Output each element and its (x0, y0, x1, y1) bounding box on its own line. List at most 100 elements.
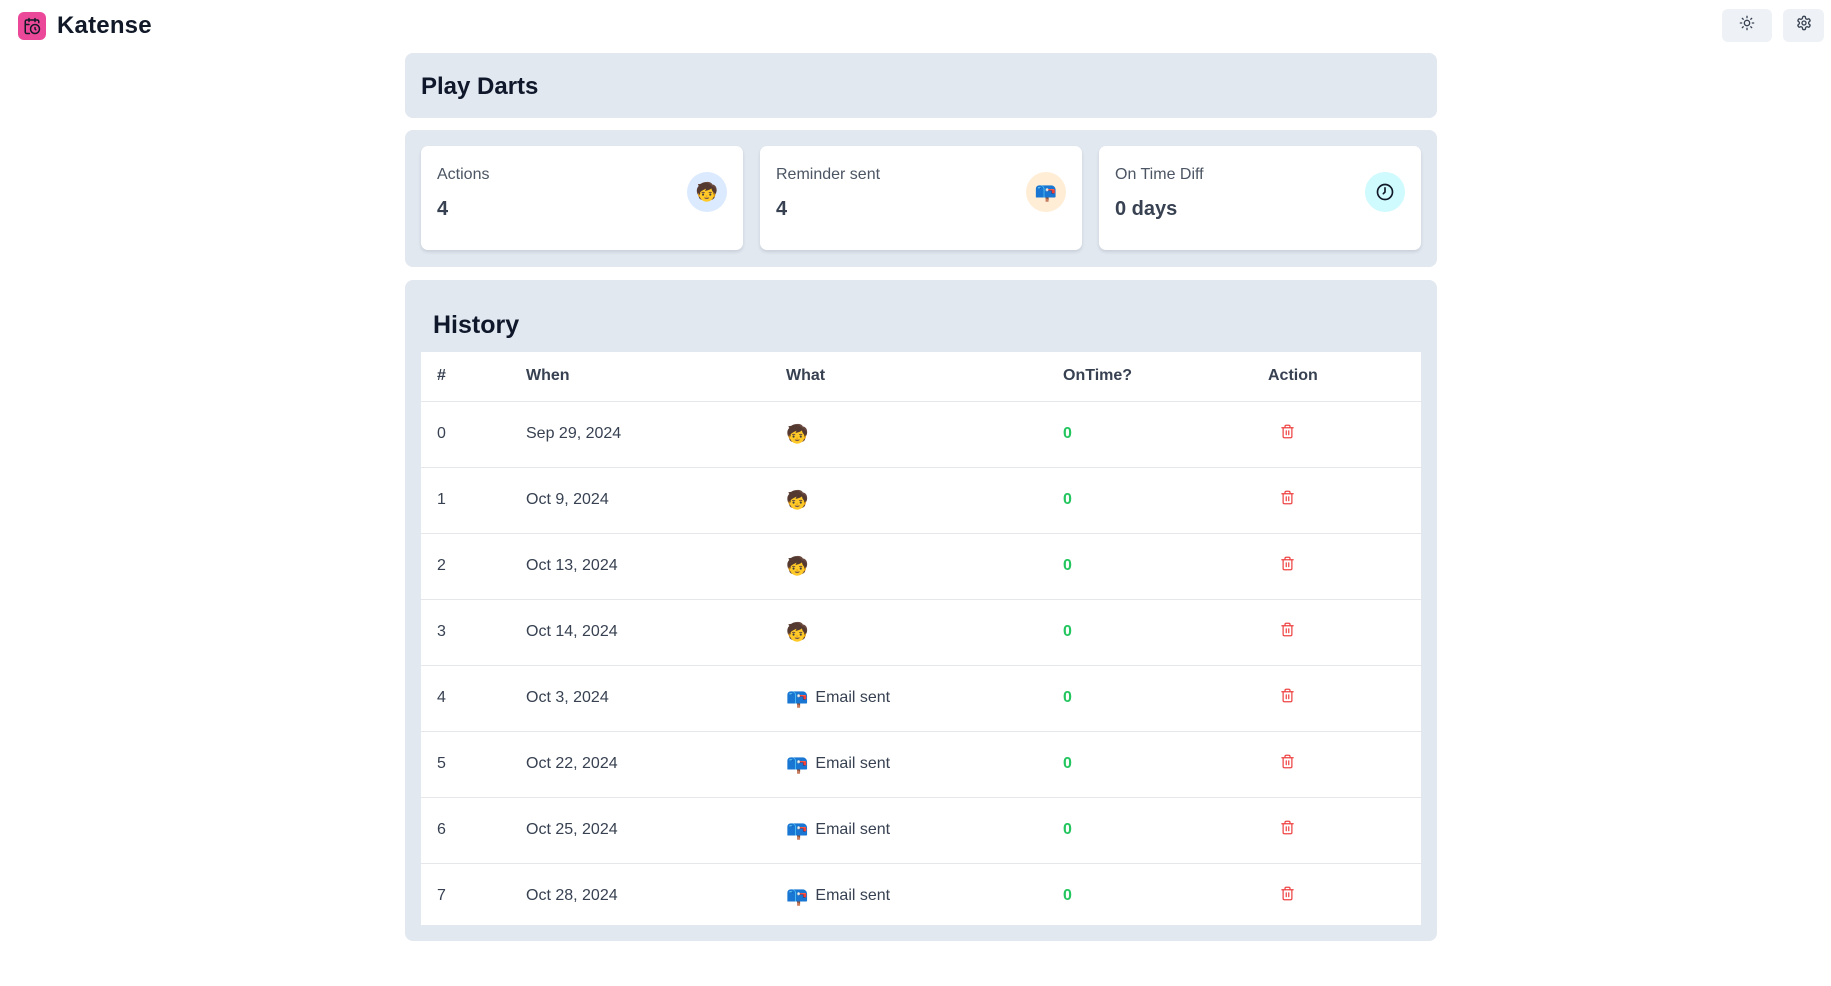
trash-icon[interactable] (1280, 490, 1295, 505)
row-what-text: Email sent (815, 755, 891, 772)
row-action (1252, 665, 1421, 732)
row-when: Oct 22, 2024 (510, 731, 770, 798)
table-row: 7 Oct 28, 2024 📪 Email sent 0 (421, 863, 1421, 929)
row-ontime: 0 (1047, 665, 1252, 732)
page-title: Play Darts (421, 73, 539, 100)
row-action (1252, 797, 1421, 864)
table-row: 2 Oct 13, 2024 🧒 0 (421, 533, 1421, 600)
row-what: 📪 Email sent (770, 731, 1047, 798)
row-what: 🧒 (770, 467, 1047, 534)
row-number: 4 (421, 665, 510, 732)
trash-icon[interactable] (1280, 688, 1295, 703)
row-number: 6 (421, 797, 510, 864)
clock-icon (1365, 172, 1405, 212)
mailbox-icon: 📪 (786, 820, 809, 840)
row-ontime: 0 (1047, 797, 1252, 864)
history-panel: History # When What OnTime? Action 0 Sep … (405, 280, 1437, 941)
column-header-action: Action (1252, 352, 1421, 402)
boy-face-icon: 🧒 (687, 172, 727, 212)
row-ontime: 0 (1047, 467, 1252, 534)
row-when: Oct 13, 2024 (510, 533, 770, 600)
row-action (1252, 467, 1421, 534)
calendar-clock-icon (18, 12, 46, 40)
table-row: 0 Sep 29, 2024 🧒 0 (421, 401, 1421, 468)
trash-icon[interactable] (1280, 754, 1295, 769)
row-when: Sep 29, 2024 (510, 401, 770, 468)
row-when: Oct 28, 2024 (526, 887, 618, 904)
stat-card-actions: Actions 4 🧒 (421, 146, 743, 250)
row-number: 5 (421, 731, 510, 798)
row-action (1252, 401, 1421, 468)
row-what: 🧒 (770, 401, 1047, 468)
row-action (1252, 599, 1421, 666)
mailbox-icon: 📪 (786, 688, 809, 708)
row-number: 1 (421, 467, 510, 534)
row-action (1252, 533, 1421, 600)
row-number: 3 (421, 599, 510, 666)
column-header-when: When (510, 352, 770, 402)
title-panel: Play Darts (405, 53, 1437, 118)
row-when: Oct 3, 2024 (510, 665, 770, 732)
table-header-row: # When What OnTime? Action (421, 352, 1421, 402)
trash-icon[interactable] (1280, 886, 1295, 901)
brand[interactable]: Katense (18, 12, 152, 40)
stat-card-reminder-sent: Reminder sent 4 📪 (760, 146, 1082, 250)
trash-icon[interactable] (1280, 622, 1295, 637)
table-row: 1 Oct 9, 2024 🧒 0 (421, 467, 1421, 534)
column-header-what: What (770, 352, 1047, 402)
top-bar: Katense (0, 0, 1831, 52)
row-number: 0 (421, 401, 510, 468)
history-table-body: 0 Sep 29, 2024 🧒 0 1 Oct 9, 2024 🧒 0 2 Oct 13, 20… (421, 401, 1421, 929)
row-what: 📪 Email sent (770, 863, 1047, 929)
row-what-text: Email sent (815, 821, 891, 838)
stat-card-on-time-diff: On Time Diff 0 days (1099, 146, 1421, 250)
row-ontime: 0 (1063, 887, 1072, 904)
table-row: 5 Oct 22, 2024 📪 Email sent 0 (421, 731, 1421, 798)
row-action (1252, 863, 1421, 929)
history-table: # When What OnTime? Action 0 Sep 29, 2024… (421, 352, 1421, 925)
gear-icon (1796, 15, 1812, 36)
row-when: Oct 14, 2024 (510, 599, 770, 666)
row-what: 🧒 (770, 533, 1047, 600)
stat-label: Reminder sent (776, 166, 881, 183)
boy-face-icon: 🧒 (786, 490, 809, 510)
trash-icon[interactable] (1280, 556, 1295, 571)
column-header-ontime: OnTime? (1047, 352, 1252, 402)
row-ontime: 0 (1047, 533, 1252, 600)
row-what: 🧒 (770, 599, 1047, 666)
app-name: Katense (57, 12, 152, 39)
row-ontime: 0 (1047, 401, 1252, 468)
stat-value: 0 days (1115, 198, 1178, 220)
mailbox-icon: 📪 (786, 754, 809, 774)
sun-icon (1739, 15, 1755, 36)
row-what-text: Email sent (815, 887, 891, 904)
boy-face-icon: 🧒 (786, 622, 809, 642)
row-when: Oct 9, 2024 (510, 467, 770, 534)
trash-icon[interactable] (1280, 820, 1295, 835)
row-action (1252, 731, 1421, 798)
row-what: 📪 Email sent (770, 665, 1047, 732)
stat-value: 4 (776, 198, 788, 220)
table-row: 3 Oct 14, 2024 🧒 0 (421, 599, 1421, 666)
history-title: History (433, 311, 520, 339)
theme-toggle-button[interactable] (1722, 9, 1772, 42)
mailbox-icon: 📪 (1026, 172, 1066, 212)
stats-panel: Actions 4 🧒 Reminder sent 4 📪 On Time Di… (405, 130, 1437, 267)
stat-label: Actions (437, 166, 490, 183)
row-when: Oct 25, 2024 (510, 797, 770, 864)
row-what-text: Email sent (815, 689, 891, 706)
table-row: 4 Oct 3, 2024 📪 Email sent 0 (421, 665, 1421, 732)
row-ontime: 0 (1047, 599, 1252, 666)
stat-value: 4 (437, 198, 449, 220)
stat-label: On Time Diff (1115, 166, 1204, 183)
mailbox-icon: 📪 (786, 886, 809, 906)
trash-icon[interactable] (1280, 424, 1295, 439)
row-ontime: 0 (1047, 731, 1252, 798)
table-row: 6 Oct 25, 2024 📪 Email sent 0 (421, 797, 1421, 864)
row-number: 2 (421, 533, 510, 600)
row-what: 📪 Email sent (770, 797, 1047, 864)
boy-face-icon: 🧒 (786, 556, 809, 576)
boy-face-icon: 🧒 (786, 424, 809, 444)
settings-button[interactable] (1783, 9, 1824, 42)
row-number: 7 (437, 887, 446, 904)
